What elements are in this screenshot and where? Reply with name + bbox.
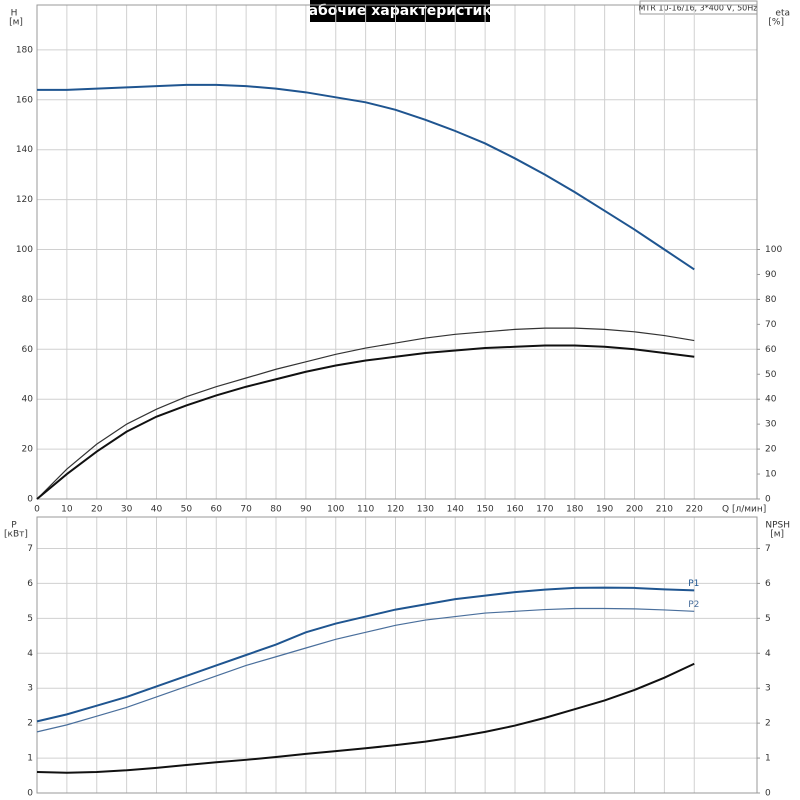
- y2-tick-label: 50: [765, 370, 777, 380]
- x-tick-label: 210: [656, 505, 673, 515]
- curve: [36, 662, 695, 774]
- y2-tick-label: 90: [765, 270, 777, 280]
- y-tick-label: 160: [16, 95, 33, 105]
- x-axis-label: Q [л/мин]: [722, 505, 766, 515]
- y2-tick-label: 100: [765, 245, 782, 255]
- series-label: P2: [688, 600, 699, 610]
- x-tick-label: 60: [211, 505, 223, 515]
- y2-tick-label: 1: [765, 754, 771, 764]
- y2-tick-label: 30: [765, 420, 777, 430]
- y2-tick-label: 10: [765, 470, 777, 480]
- series-label: P1: [688, 579, 699, 589]
- curve: [36, 607, 695, 733]
- x-tick-label: 50: [181, 505, 193, 515]
- y2-tick-label: 4: [765, 649, 771, 659]
- x-tick-label: 10: [61, 505, 73, 515]
- y-tick-label: 6: [27, 579, 33, 589]
- x-tick-label: 150: [477, 505, 494, 515]
- y-axis-unit: [кВт]: [4, 530, 28, 540]
- y2-tick-label: 20: [765, 445, 777, 455]
- x-tick-label: 200: [626, 505, 643, 515]
- y-tick-label: 60: [22, 345, 34, 355]
- y2-axis-label: eta: [775, 9, 790, 19]
- y2-tick-label: 2: [765, 719, 771, 729]
- x-tick-label: 100: [327, 505, 344, 515]
- y-tick-label: 4: [27, 649, 33, 659]
- chart-title: Рабочие характеристики: [298, 3, 501, 19]
- x-tick-label: 140: [447, 505, 464, 515]
- curve: [36, 344, 695, 500]
- y2-tick-label: 3: [765, 684, 771, 694]
- y-tick-label: 20: [22, 445, 34, 455]
- x-tick-label: 180: [566, 505, 583, 515]
- y2-tick-label: 40: [765, 395, 777, 405]
- x-tick-label: 40: [151, 505, 163, 515]
- y-tick-label: 0: [27, 495, 33, 505]
- y2-axis-label: NPSH: [765, 521, 790, 531]
- y2-tick-label: 0: [765, 789, 771, 799]
- x-tick-label: 220: [686, 505, 703, 515]
- y-tick-label: 40: [22, 395, 34, 405]
- y-tick-label: 0: [27, 789, 33, 799]
- x-tick-label: 190: [596, 505, 613, 515]
- x-tick-label: 160: [506, 505, 523, 515]
- x-tick-label: 20: [91, 505, 103, 515]
- y2-tick-label: 70: [765, 320, 777, 330]
- x-tick-label: 130: [417, 505, 434, 515]
- y2-tick-label: 60: [765, 345, 777, 355]
- x-tick-label: 170: [536, 505, 553, 515]
- y2-axis-unit: [м]: [770, 530, 784, 540]
- y-tick-label: 5: [27, 614, 33, 624]
- y2-axis-unit: [%]: [768, 18, 784, 28]
- x-tick-label: 90: [300, 505, 312, 515]
- y-axis-label: P: [11, 521, 17, 531]
- curve: [37, 83, 695, 271]
- y-tick-label: 180: [16, 45, 33, 55]
- y-tick-label: 2: [27, 719, 33, 729]
- x-tick-label: 110: [357, 505, 374, 515]
- y-tick-label: 120: [16, 195, 33, 205]
- model-label: MTR 10-16/16, 3*400 V, 50Hz: [639, 4, 758, 13]
- curve: [36, 327, 695, 500]
- y-tick-label: 1: [27, 754, 33, 764]
- y-axis-unit: [м]: [9, 18, 23, 28]
- y-axis-label: H: [11, 9, 18, 19]
- x-tick-label: 80: [270, 505, 282, 515]
- y-tick-label: 100: [16, 245, 33, 255]
- plot-frame: [36, 516, 758, 794]
- y-tick-label: 7: [27, 544, 33, 554]
- x-tick-label: 120: [387, 505, 404, 515]
- y2-tick-label: 5: [765, 614, 771, 624]
- plot-frame: [36, 4, 758, 500]
- y2-tick-label: 0: [765, 495, 771, 505]
- y-tick-label: 80: [22, 295, 34, 305]
- y2-tick-label: 6: [765, 579, 771, 589]
- x-tick-label: 30: [121, 505, 133, 515]
- y-tick-label: 3: [27, 684, 33, 694]
- x-tick-label: 70: [240, 505, 252, 515]
- y2-tick-label: 7: [765, 544, 771, 554]
- curve: [36, 586, 695, 723]
- y-tick-label: 140: [16, 145, 33, 155]
- y2-tick-label: 80: [765, 295, 777, 305]
- x-tick-label: 0: [34, 505, 40, 515]
